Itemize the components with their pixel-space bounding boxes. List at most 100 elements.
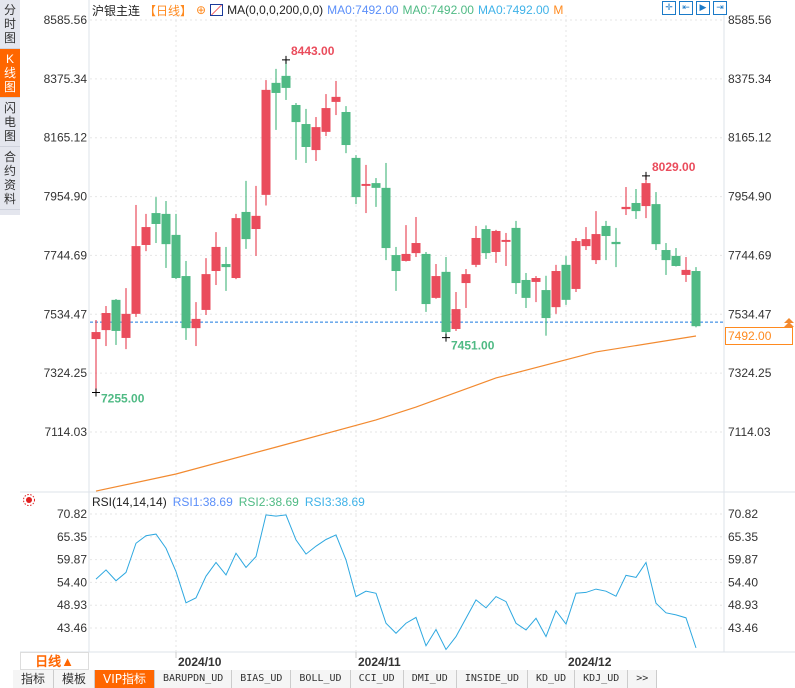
candle-body	[391, 255, 401, 272]
candle-body	[241, 211, 251, 240]
right-axis-label: 8375.34	[728, 72, 772, 86]
candle-body	[191, 318, 201, 329]
ma200-line	[95, 335, 697, 492]
candle-body	[91, 332, 101, 340]
candle-body	[111, 299, 121, 331]
candle-body	[481, 229, 491, 254]
left-axis-label: 8165.12	[44, 131, 88, 145]
candle-body	[251, 215, 261, 230]
rsi-settings-icon	[26, 497, 32, 503]
candle-body	[201, 274, 211, 310]
candle-body	[301, 124, 311, 147]
indicator-tab[interactable]: DMI_UD	[403, 670, 457, 688]
candle-body	[451, 309, 461, 329]
zoom-range-icon[interactable]: ⇤	[679, 1, 693, 15]
left-axis-label: 7324.25	[44, 366, 88, 380]
indicator-tab[interactable]: 模板	[54, 670, 96, 688]
candle-body	[571, 241, 581, 289]
candle-body	[331, 96, 341, 102]
rsi-right-axis-label: 54.40	[728, 575, 758, 589]
indicator-tab[interactable]: >>	[628, 670, 658, 688]
chart-header: 沪银主连 【日线】 ⊕ MA(0,0,0,200,0,0) MA0:7492.0…	[92, 2, 563, 18]
candle-body	[321, 108, 331, 132]
candle-body	[121, 313, 131, 338]
indicator-tab[interactable]: BIAS_UD	[232, 670, 292, 688]
candle-body	[161, 213, 171, 245]
right-axis-label: 7954.90	[728, 190, 772, 204]
price-alert-icon	[784, 318, 794, 327]
candle-body	[551, 271, 561, 308]
rsi-right-axis-label: 65.35	[728, 530, 758, 544]
price-annotation: 7255.00	[101, 392, 145, 406]
rsi-left-axis-label: 54.40	[57, 575, 87, 589]
rsi-left-axis-label: 43.46	[57, 621, 87, 635]
period-label[interactable]: 【日线】	[144, 3, 193, 18]
price-annotation: 8443.00	[291, 44, 335, 58]
candle-body	[381, 187, 391, 249]
candle-body	[691, 271, 701, 327]
extreme-marker-icon	[642, 171, 650, 180]
candle-body	[501, 239, 511, 242]
left-axis-label: 8375.34	[44, 72, 88, 86]
candle-body	[601, 225, 611, 237]
rsi-title[interactable]: RSI(14,14,14)	[92, 495, 167, 509]
rsi-line	[95, 514, 697, 651]
price-annotation: 7451.00	[451, 339, 495, 353]
tab-timeshare[interactable]: 分时图	[0, 0, 20, 49]
indicator-tab[interactable]: CCI_UD	[350, 670, 404, 688]
add-indicator-icon[interactable]: ⊕	[196, 3, 207, 17]
view-sidebar: 分时图 K线图 闪电图 合约资料	[0, 0, 20, 215]
rsi-right-axis-label: 70.82	[728, 507, 758, 521]
candle-body	[361, 183, 371, 186]
rsi-header: RSI(14,14,14) RSI1:38.69 RSI2:38.69 RSI3…	[92, 495, 365, 509]
date-tick-label: 2024/12	[568, 655, 612, 669]
candle-body	[291, 104, 301, 123]
indicator-tab[interactable]: BARUPDN_UD	[155, 670, 233, 688]
candle-body	[141, 227, 151, 245]
candle-body	[561, 264, 571, 300]
indicator-chart-icon[interactable]	[210, 4, 224, 16]
indicator-tab[interactable]: INSIDE_UD	[456, 670, 528, 688]
crosshair-icon[interactable]: ✛	[662, 1, 676, 15]
candle-body	[171, 234, 181, 279]
candle-body	[461, 274, 471, 284]
tab-flash[interactable]: 闪电图	[0, 98, 20, 147]
date-tick-label: 2024/10	[178, 655, 222, 669]
indicator-tab[interactable]: BOLL_UD	[291, 670, 351, 688]
ma0-value-1: MA0:7492.00	[327, 3, 399, 17]
indicator-tab[interactable]: 指标	[13, 670, 55, 688]
left-axis-label: 7534.47	[44, 307, 88, 321]
exit-icon[interactable]: ⇥	[713, 1, 727, 15]
period-selector[interactable]: 日线▲	[20, 652, 89, 670]
candle-body	[281, 75, 291, 88]
candle-body	[261, 89, 271, 195]
candle-body	[441, 271, 451, 333]
candle-body	[521, 279, 531, 298]
right-axis-label: 7324.25	[728, 366, 772, 380]
indicator-tab[interactable]: KD_UD	[528, 670, 576, 688]
date-tick-label: 2024/11	[358, 655, 401, 669]
candle-body	[641, 183, 651, 207]
left-axis-label: 7114.03	[45, 425, 88, 439]
candle-body	[581, 239, 591, 247]
rsi-left-axis-label: 65.35	[57, 530, 87, 544]
extreme-marker-icon	[442, 333, 450, 342]
play-range-icon[interactable]: ▶	[696, 1, 710, 15]
candle-body	[681, 269, 691, 275]
rsi3-value: RSI3:38.69	[304, 495, 365, 509]
candle-body	[651, 204, 661, 245]
tab-contract-info[interactable]: 合约资料	[0, 147, 20, 210]
candle-body	[351, 157, 361, 198]
ma-params[interactable]: MA(0,0,0,200,0,0)	[227, 3, 324, 17]
right-axis-label: 7534.47	[728, 307, 772, 321]
candle-body	[631, 202, 641, 212]
candle-body	[371, 183, 381, 188]
candle-body	[671, 255, 681, 266]
last-price-label: 7492.00	[725, 327, 793, 345]
candle-body	[131, 246, 141, 314]
indicator-tab[interactable]: KDJ_UD	[575, 670, 629, 688]
tab-kline[interactable]: K线图	[0, 49, 20, 98]
indicator-tab[interactable]: VIP指标	[95, 670, 156, 688]
candle-body	[621, 206, 631, 210]
